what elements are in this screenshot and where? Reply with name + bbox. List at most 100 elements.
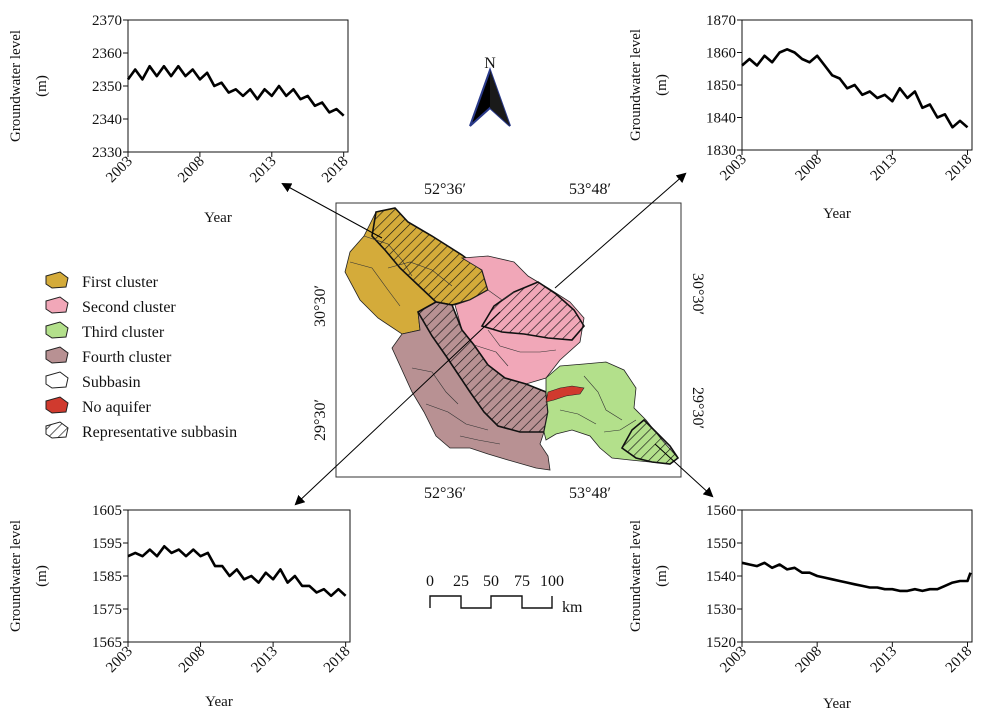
legend-swatch (45, 421, 69, 439)
x-axis-title: Year (823, 206, 851, 222)
legend-label: Representative subbasin (82, 424, 237, 441)
map-legend: First cluster Second cluster Third cluster… (45, 271, 237, 441)
legend-swatch (45, 371, 69, 389)
scale-tick-label: 100 (540, 573, 564, 590)
arrow-to-bottom-left (294, 311, 501, 506)
x-tick-label: 2013 (248, 644, 281, 677)
scale-bar-line (429, 595, 553, 609)
legend-label: First cluster (82, 274, 159, 291)
y-tick-label: 2330 (92, 145, 122, 161)
plot-area-frame (127, 509, 351, 643)
arrow-to-top-left (281, 183, 383, 239)
y-tick-label: 1530 (706, 602, 736, 618)
x-tick-label: 2018 (943, 644, 976, 677)
coord-bottom-right: 53°48′ (569, 485, 611, 502)
x-tick-label: 2013 (868, 152, 901, 185)
y-tick-label: 1870 (706, 13, 736, 29)
legend-swatch (45, 271, 69, 289)
plot-area-frame (741, 19, 973, 151)
coord-bottom-left: 52°36′ (424, 485, 466, 502)
y-tick-label: 2350 (92, 79, 122, 95)
y-axis-title: Groundwater level (8, 30, 24, 142)
y-tick-label: 1595 (92, 536, 122, 552)
y-tick-label: 1840 (706, 111, 736, 127)
y-axis-title: (m) (654, 74, 670, 96)
y-axis-title: Groundwater level (628, 520, 644, 632)
plot-area-frame (127, 19, 349, 153)
groundwater-series-line (126, 64, 345, 117)
connector-arrows (281, 172, 714, 506)
coord-left-upper: 30°30′ (312, 285, 329, 327)
scale-unit: km (562, 599, 583, 616)
y-tick-label: 1540 (706, 569, 736, 585)
map-basin (344, 207, 680, 471)
legend-swatch (45, 296, 69, 314)
groundwater-series-line (127, 544, 347, 598)
x-axis-title: Year (204, 210, 232, 226)
scale-tick-label: 50 (483, 573, 499, 590)
x-tick-label: 2008 (792, 152, 825, 185)
x-tick-label: 2008 (792, 644, 825, 677)
coord-right-upper: 30°30′ (689, 273, 706, 315)
arrow-to-bottom-right (654, 443, 714, 498)
y-tick-label: 1605 (92, 503, 122, 519)
legend-swatch (45, 321, 69, 339)
scale-tick-label: 25 (453, 573, 469, 590)
scale-tick-label: 0 (426, 573, 434, 590)
north-arrow-icon: N (469, 55, 511, 127)
y-tick-label: 1860 (706, 46, 736, 62)
x-tick-label: 2013 (868, 644, 901, 677)
y-tick-label: 1520 (706, 635, 736, 651)
coord-top-right: 53°48′ (569, 181, 611, 198)
second-cluster-representative (480, 281, 585, 341)
scale-tick-label: 75 (514, 573, 530, 590)
y-axis-title: Groundwater level (628, 29, 644, 141)
x-axis-title: Year (205, 694, 233, 710)
y-tick-label: 1550 (706, 536, 736, 552)
x-tick-label: 2018 (321, 644, 354, 677)
groundwater-series-line (741, 561, 972, 593)
scale-bar: 0 25 50 75 100 km (426, 573, 583, 616)
y-tick-label: 1830 (706, 143, 736, 159)
y-axis-title: Groundwater level (8, 520, 24, 632)
y-axis-title: (m) (34, 75, 50, 97)
coord-top-left: 52°36′ (424, 181, 466, 198)
x-tick-label: 2013 (247, 154, 280, 187)
y-axis-title: (m) (34, 565, 50, 587)
y-tick-label: 2340 (92, 112, 122, 128)
y-tick-label: 1850 (706, 78, 736, 94)
x-tick-label: 2008 (176, 644, 209, 677)
y-tick-label: 2370 (92, 13, 122, 29)
coord-right-lower: 29°30′ (689, 387, 706, 429)
y-tick-label: 1575 (92, 602, 122, 618)
x-tick-label: 2018 (943, 152, 976, 185)
north-label: N (484, 55, 496, 72)
y-axis-title: (m) (654, 565, 670, 587)
y-tick-label: 1560 (706, 503, 736, 519)
subbasin-boundaries (349, 235, 637, 445)
legend-label: Fourth cluster (82, 349, 172, 366)
y-tick-label: 2360 (92, 46, 122, 62)
no-aquifer-region (545, 385, 585, 403)
x-tick-label: 2008 (175, 154, 208, 187)
legend-label: Third cluster (82, 324, 165, 341)
map-panel: 52°36′ 53°48′ 52°36′ 53°48′ 30°30′ 29°30… (312, 181, 706, 502)
legend-swatch (45, 396, 69, 414)
plot-area-frame (741, 509, 973, 643)
x-axis-title: Year (823, 696, 851, 712)
legend-label: Second cluster (82, 299, 176, 316)
x-tick-label: 2018 (319, 154, 352, 187)
groundwater-series-line (741, 47, 969, 129)
arrow-to-top-right (554, 172, 687, 289)
y-tick-label: 1565 (92, 635, 122, 651)
legend-label: No aquifer (82, 399, 152, 416)
legend-label: Subbasin (82, 374, 141, 391)
legend-swatch (45, 346, 69, 364)
coord-left-lower: 29°30′ (312, 399, 329, 441)
y-tick-label: 1585 (92, 569, 122, 585)
